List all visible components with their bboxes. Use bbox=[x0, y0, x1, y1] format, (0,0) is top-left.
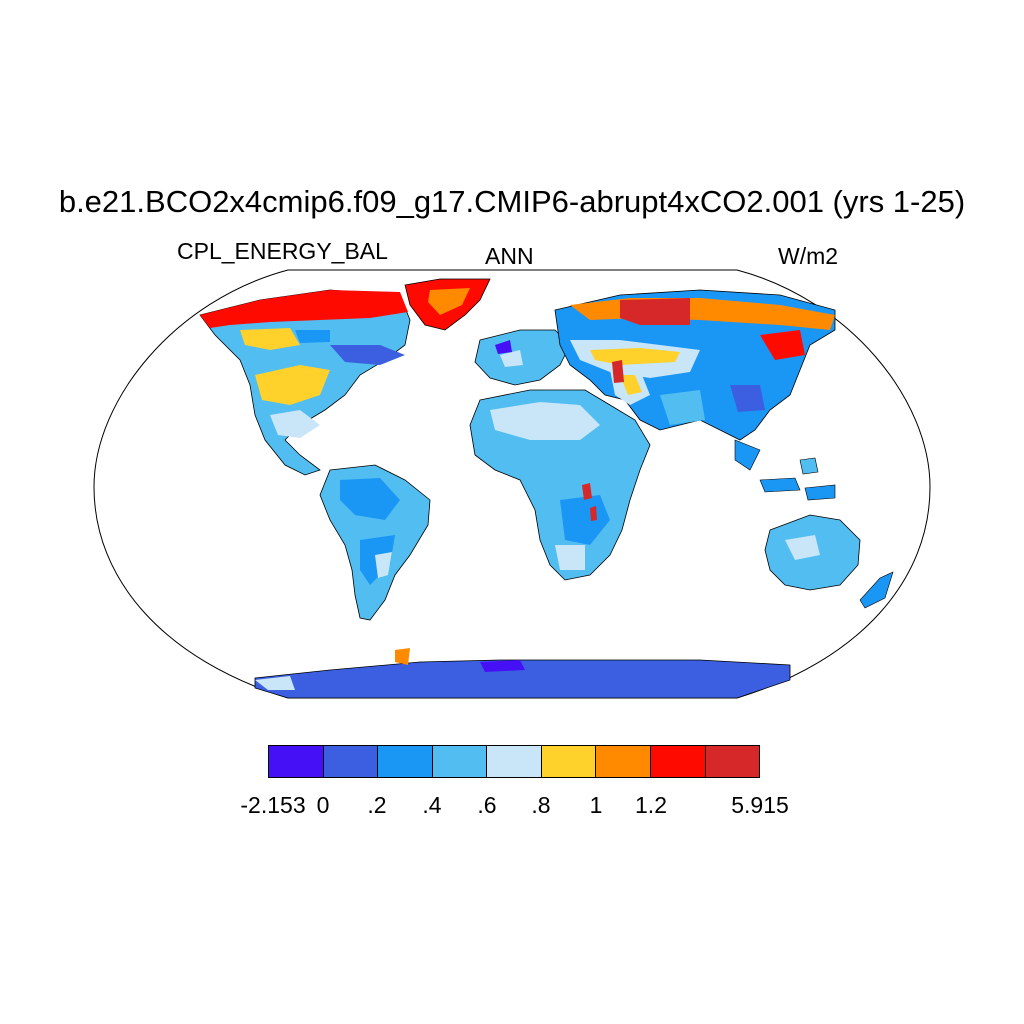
antarctica bbox=[254, 648, 791, 699]
season-label: ANN bbox=[485, 243, 534, 269]
africa bbox=[469, 389, 651, 581]
colorbar-box bbox=[323, 746, 379, 777]
colorbar-label: 1.2 bbox=[635, 792, 667, 818]
south-america bbox=[319, 464, 431, 621]
colorbar-label: -2.153 bbox=[240, 792, 306, 818]
north-america bbox=[199, 289, 411, 476]
colorbar bbox=[268, 745, 760, 778]
greenland bbox=[404, 278, 491, 331]
colorbar-box bbox=[487, 746, 542, 777]
colorbar-box bbox=[705, 746, 760, 777]
plot-title: b.e21.BCO2x4cmip6.f09_g17.CMIP6-abrupt4x… bbox=[58, 184, 966, 219]
colorbar-box bbox=[596, 746, 651, 777]
colorbar-box bbox=[432, 746, 488, 777]
colorbar-label: .8 bbox=[531, 792, 551, 818]
australia bbox=[764, 514, 861, 591]
colorbar-box bbox=[378, 746, 433, 777]
colorbar-label: .6 bbox=[477, 792, 497, 818]
variable-label: CPL_ENERGY_BAL bbox=[177, 238, 388, 264]
colorbar-labels: -2.153 0 .2 .4 .6 .8 1 1.2 5.915 bbox=[0, 792, 1024, 822]
colorbar-label: 0 bbox=[316, 792, 330, 818]
europe bbox=[474, 329, 571, 386]
maritime-southeast-asia bbox=[759, 457, 836, 501]
colorbar-label: 1 bbox=[589, 792, 603, 818]
asia bbox=[554, 289, 836, 471]
colorbar-box bbox=[269, 746, 324, 777]
units-label: W/m2 bbox=[778, 243, 839, 269]
colorbar-box bbox=[541, 746, 597, 777]
colorbar-label: .2 bbox=[367, 792, 387, 818]
colorbar-label: 5.915 bbox=[731, 792, 789, 818]
colorbar-box bbox=[650, 746, 706, 777]
new-zealand bbox=[859, 571, 894, 609]
colorbar-label: .4 bbox=[422, 792, 442, 818]
